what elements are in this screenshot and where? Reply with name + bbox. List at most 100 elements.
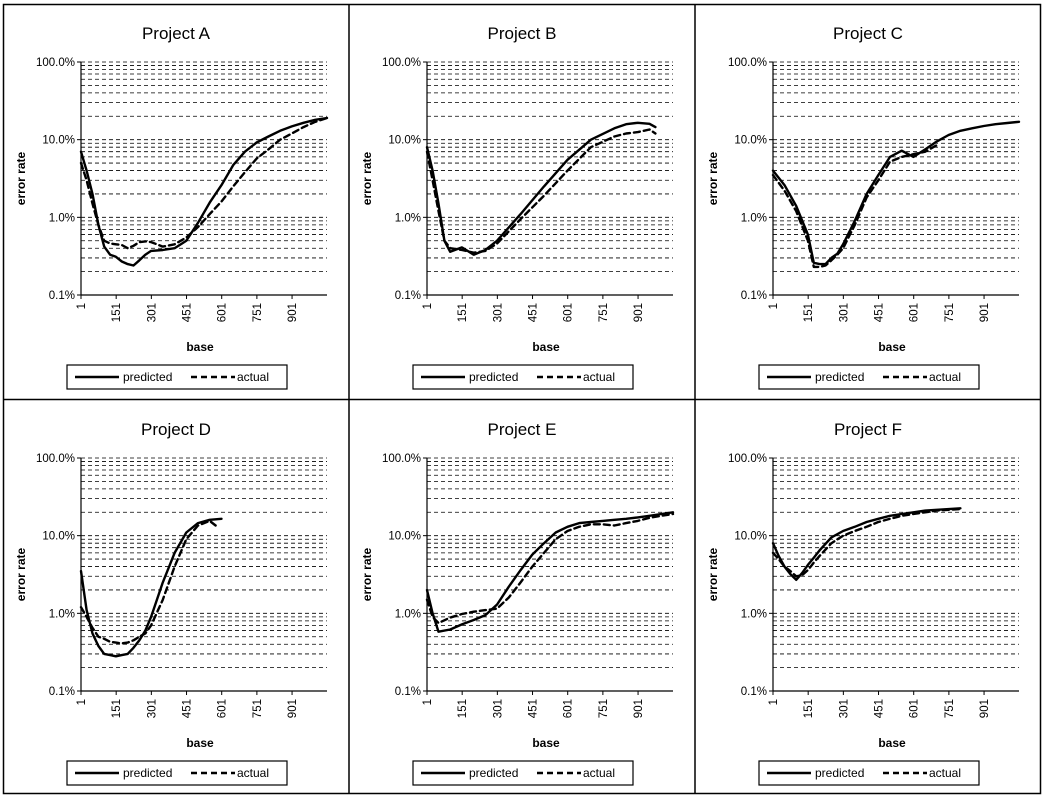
x-tick-label: 751: [944, 699, 956, 718]
x-tick-label: 451: [874, 303, 886, 322]
x-tick-label: 451: [874, 699, 886, 718]
legend-label-actual: actual: [929, 370, 961, 384]
series-line-predicted: [425, 511, 675, 633]
chart-project-b: Project B 100.0% 10.0% 1.0% 0.1%1 151 301 451 60…: [360, 24, 673, 390]
legend-label-predicted: predicted: [469, 766, 518, 780]
x-tick-label: 1: [422, 303, 434, 309]
legend-label-predicted: predicted: [123, 370, 172, 384]
x-tick-label: 151: [111, 699, 123, 718]
x-tick-label: 751: [598, 303, 610, 322]
x-axis-label: base: [878, 340, 906, 354]
chart-title: Project E: [488, 420, 557, 439]
x-tick-label: 601: [909, 699, 921, 718]
x-tick-label: 451: [182, 699, 194, 718]
x-tick-label: 301: [492, 303, 504, 322]
legend-label-predicted: predicted: [469, 370, 518, 384]
y-axis-label: error rate: [360, 548, 374, 602]
x-tick-label: 601: [217, 699, 229, 718]
x-tick-label: 901: [979, 303, 991, 322]
y-tick-label: 10.0%: [42, 135, 75, 147]
chart-project-c: Project C 100.0% 10.0% 1.0% 0.1%1 151 301 451 60…: [706, 24, 1021, 390]
series-line-predicted: [771, 120, 1021, 266]
x-tick-label: 301: [838, 699, 850, 718]
chart-title: Project A: [142, 24, 211, 43]
y-tick-label: 100.0%: [728, 453, 767, 465]
x-tick-label: 451: [182, 303, 194, 322]
legend-label-predicted: predicted: [815, 766, 864, 780]
x-tick-label: 301: [492, 699, 504, 718]
y-tick-label: 1.0%: [741, 608, 767, 620]
legend-label-actual: actual: [237, 370, 269, 384]
y-tick-label: 100.0%: [36, 453, 75, 465]
x-tick-label: 301: [838, 303, 850, 322]
y-tick-label: 10.0%: [734, 531, 767, 543]
series-line-actual: [79, 116, 329, 250]
legend-label-actual: actual: [237, 766, 269, 780]
legend-label-actual: actual: [929, 766, 961, 780]
x-tick-label: 151: [457, 303, 469, 322]
series-line-predicted: [79, 116, 329, 267]
y-tick-label: 10.0%: [388, 135, 421, 147]
y-tick-label: 0.1%: [741, 290, 767, 302]
chart-title: Project D: [141, 420, 211, 439]
y-tick-label: 0.1%: [49, 290, 75, 302]
y-tick-label: 100.0%: [728, 57, 767, 69]
y-axis-label: error rate: [706, 548, 720, 602]
y-tick-label: 0.1%: [395, 686, 421, 698]
x-tick-label: 601: [909, 303, 921, 322]
x-tick-label: 901: [287, 699, 299, 718]
y-tick-label: 100.0%: [36, 57, 75, 69]
series-line-predicted: [79, 517, 223, 658]
x-tick-label: 901: [287, 303, 299, 322]
series-line-actual: [425, 512, 675, 625]
y-tick-label: 10.0%: [42, 531, 75, 543]
x-tick-label: 451: [528, 303, 540, 322]
legend-label-predicted: predicted: [815, 370, 864, 384]
y-tick-label: 1.0%: [49, 212, 75, 224]
chart-project-a: Project A 100.0% 10.0% 1.0% 0.1%1 151 301 451 60…: [14, 24, 329, 390]
y-tick-label: 0.1%: [741, 686, 767, 698]
series-line-actual: [771, 143, 939, 269]
legend-label-actual: actual: [583, 370, 615, 384]
x-axis-label: base: [878, 736, 906, 750]
x-tick-label: 751: [944, 303, 956, 322]
legend-label-actual: actual: [583, 766, 615, 780]
chart-title: Project F: [834, 420, 902, 439]
series-line-actual: [425, 128, 657, 254]
chart-title: Project C: [833, 24, 903, 43]
x-axis-label: base: [186, 736, 214, 750]
x-tick-label: 1: [422, 699, 434, 705]
y-tick-label: 1.0%: [49, 608, 75, 620]
y-tick-label: 1.0%: [395, 608, 421, 620]
y-axis-label: error rate: [706, 152, 720, 206]
x-tick-label: 601: [563, 303, 575, 322]
y-axis-label: error rate: [14, 152, 28, 206]
chart-title: Project B: [488, 24, 557, 43]
y-tick-label: 10.0%: [734, 135, 767, 147]
x-tick-label: 751: [252, 699, 264, 718]
x-tick-label: 901: [979, 699, 991, 718]
series-line-predicted: [771, 507, 962, 581]
x-axis-label: base: [532, 340, 560, 354]
series-line-actual: [771, 507, 962, 578]
x-tick-label: 151: [803, 699, 815, 718]
y-tick-label: 100.0%: [382, 57, 421, 69]
x-axis-label: base: [186, 340, 214, 354]
x-tick-label: 151: [457, 699, 469, 718]
y-tick-label: 0.1%: [395, 290, 421, 302]
y-axis-label: error rate: [14, 548, 28, 602]
x-tick-label: 601: [217, 303, 229, 322]
x-tick-label: 151: [803, 303, 815, 322]
x-tick-label: 751: [252, 303, 264, 322]
legend-label-predicted: predicted: [123, 766, 172, 780]
x-tick-label: 151: [111, 303, 123, 322]
series-line-actual: [79, 519, 217, 645]
x-tick-label: 451: [528, 699, 540, 718]
x-tick-label: 601: [563, 699, 575, 718]
y-tick-label: 1.0%: [741, 212, 767, 224]
chart-project-f: Project F 100.0% 10.0% 1.0% 0.1%1 151 301 451 60…: [706, 420, 1019, 786]
y-axis-label: error rate: [360, 152, 374, 206]
x-tick-label: 1: [76, 303, 88, 309]
x-tick-label: 301: [146, 303, 158, 322]
